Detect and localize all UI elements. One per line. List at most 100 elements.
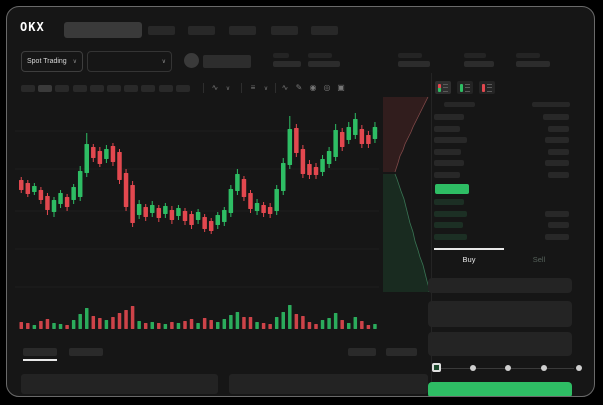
timeframe-pill[interactable]	[141, 85, 156, 92]
coin-icon	[184, 53, 199, 68]
stat-value-placeholder	[516, 61, 550, 67]
stat-value-placeholder	[398, 61, 430, 67]
ask-amount-placeholder[interactable]	[548, 171, 569, 178]
lines-glyph	[443, 83, 448, 92]
nav-item-placeholder[interactable]	[148, 26, 175, 35]
chart-bottom-tab[interactable]	[69, 348, 103, 356]
amount-input-field[interactable]	[428, 332, 572, 356]
ask-price-placeholder[interactable]	[434, 160, 464, 166]
fullscreen-icon[interactable]: ▣	[337, 83, 345, 92]
chart-bottom-tab-active[interactable]	[23, 348, 57, 356]
slider-stop-dot[interactable]	[540, 365, 547, 371]
ask-amount-placeholder[interactable]	[545, 160, 569, 166]
timeframe-pill[interactable]	[21, 85, 35, 92]
bar-glyph	[438, 83, 441, 92]
lines-glyph	[465, 83, 470, 92]
ask-amount-placeholder[interactable]	[543, 114, 569, 120]
toolbar-divider	[241, 83, 242, 93]
candlestick-chart-canvas[interactable]	[13, 96, 437, 342]
buy-tab-indicator	[434, 248, 504, 250]
ask-price-placeholder[interactable]	[434, 171, 460, 178]
orderbook-header-placeholder	[444, 102, 475, 107]
timeframe-pill[interactable]	[158, 85, 173, 92]
buy-submit-button[interactable]	[428, 382, 572, 396]
bid-amount-placeholder[interactable]	[545, 210, 569, 217]
stat-value-placeholder	[464, 61, 494, 67]
book-asks-only-icon[interactable]	[479, 81, 495, 94]
stat-label-placeholder	[308, 53, 332, 58]
draw-pencil-icon[interactable]: ✎	[295, 83, 303, 92]
search-input[interactable]	[64, 22, 142, 38]
chart-style-icon[interactable]: ≡	[250, 83, 256, 92]
timeframe-pill[interactable]	[89, 85, 104, 92]
book-both-sides-icon[interactable]	[435, 81, 451, 94]
ask-amount-placeholder[interactable]	[548, 148, 569, 155]
slider-stop-dot[interactable]	[576, 365, 582, 371]
timeframe-pill[interactable]	[107, 85, 121, 92]
compare-wave-icon[interactable]: ∿	[281, 83, 289, 92]
chart-bottom-action[interactable]	[348, 348, 376, 356]
bottom-panel-placeholder	[229, 374, 428, 394]
ask-amount-placeholder[interactable]	[545, 137, 569, 143]
timeframe-pill[interactable]	[175, 85, 190, 92]
timeframe-pill[interactable]	[124, 85, 139, 92]
chevron-down-icon: ∨	[72, 58, 77, 65]
slider-stop-dot[interactable]	[505, 365, 511, 371]
timeframe-pill[interactable]	[38, 85, 53, 92]
bid-price-placeholder[interactable]	[434, 233, 467, 240]
bid-price-placeholder[interactable]	[434, 210, 467, 217]
ask-price-placeholder[interactable]	[434, 137, 467, 143]
pair-name-placeholder	[203, 55, 251, 68]
bottom-panel-placeholder	[21, 374, 218, 394]
tab-sell[interactable]: Sell	[532, 255, 546, 264]
stat-label-placeholder	[464, 53, 486, 58]
timeframe-pill[interactable]	[72, 85, 87, 92]
bar-glyph	[482, 83, 485, 92]
bar-glyph	[460, 83, 463, 92]
chart-bottom-action[interactable]	[386, 348, 417, 356]
ask-price-placeholder[interactable]	[434, 114, 464, 120]
bid-amount-placeholder[interactable]	[548, 222, 569, 228]
stat-label-placeholder	[516, 53, 540, 58]
app-window: OKX Spot Trading ∨ ∨ ∿ ∨ ≡ ∨ ∿ ✎ ◉ ◎ ▣	[6, 6, 595, 397]
book-bids-only-icon[interactable]	[457, 81, 473, 94]
panel-divider	[431, 73, 432, 396]
market-type-dropdown[interactable]: Spot Trading ∨	[21, 51, 83, 72]
indicators-icon[interactable]: ∿	[211, 83, 219, 92]
camera-snapshot-icon[interactable]: ◉	[309, 83, 317, 92]
pair-selector-dropdown[interactable]: ∨	[87, 51, 172, 72]
bid-amount-placeholder[interactable]	[545, 233, 569, 240]
stat-label-placeholder	[398, 53, 422, 58]
market-type-label: Spot Trading	[27, 58, 67, 65]
stat-label-placeholder	[273, 53, 289, 58]
chevron-down-icon: ∨	[161, 58, 166, 65]
bid-price-placeholder[interactable]	[434, 199, 464, 205]
tab-buy[interactable]: Buy	[462, 255, 476, 264]
nav-item-placeholder[interactable]	[188, 26, 215, 35]
slider-stop-dot[interactable]	[469, 365, 476, 371]
active-tab-indicator	[23, 359, 57, 361]
bid-price-placeholder[interactable]	[434, 222, 463, 228]
ask-amount-placeholder[interactable]	[548, 125, 569, 132]
stat-value-placeholder	[308, 61, 340, 67]
order-type-field[interactable]	[428, 278, 572, 293]
ask-price-placeholder[interactable]	[434, 125, 460, 132]
lines-glyph	[487, 83, 492, 92]
ask-price-placeholder[interactable]	[434, 148, 461, 155]
toolbar-divider	[203, 83, 204, 93]
price-input-field[interactable]	[428, 301, 572, 327]
settings-gear-icon[interactable]: ◎	[323, 83, 331, 92]
nav-item-placeholder[interactable]	[229, 26, 256, 35]
chevron-down-icon[interactable]: ∨	[225, 86, 231, 92]
chevron-down-icon[interactable]: ∨	[263, 86, 269, 92]
orderbook-header-placeholder	[532, 102, 570, 107]
toolbar-divider	[275, 83, 276, 93]
nav-item-placeholder[interactable]	[271, 26, 298, 35]
last-price-highlight[interactable]	[435, 184, 469, 194]
stat-value-placeholder	[273, 61, 301, 67]
okx-logo: OKX	[20, 20, 45, 34]
nav-item-placeholder[interactable]	[311, 26, 338, 35]
slider-handle[interactable]	[432, 363, 441, 372]
timeframe-pill[interactable]	[55, 85, 70, 92]
